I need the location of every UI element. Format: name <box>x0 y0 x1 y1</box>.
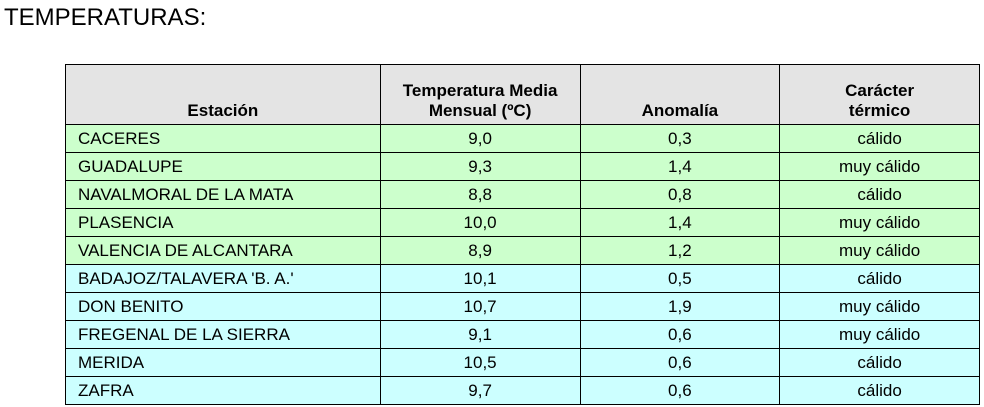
table-cell: 0,3 <box>579 124 781 153</box>
header-text: térmico <box>848 101 911 120</box>
table-cell: PLASENCIA <box>65 208 381 237</box>
table-cell: CACERES <box>65 124 381 153</box>
table-cell: 10,5 <box>379 348 581 377</box>
header-text: Temperatura Media <box>402 81 558 100</box>
header-text: Anomalía <box>641 101 719 120</box>
table-cell: 0,8 <box>579 180 781 209</box>
table-cell: muy cálido <box>779 292 980 321</box>
header-row: Estación Temperatura Media Mensual (ºC) Ano… <box>65 64 980 125</box>
table-cell: 8,8 <box>379 180 581 209</box>
table-row: MERIDA 10,5 0,6 cálido <box>65 348 980 377</box>
table-cell: muy cálido <box>779 152 980 181</box>
header-cell: Temperatura Media Mensual (ºC) <box>379 64 581 125</box>
table-row: VALENCIA DE ALCANTARA 8,9 1,2 muy cálido <box>65 236 980 265</box>
table-cell: cálido <box>779 180 980 209</box>
table-cell: muy cálido <box>779 208 980 237</box>
table-cell: 9,1 <box>379 320 581 349</box>
table-row: GUADALUPE 9,3 1,4 muy cálido <box>65 152 980 181</box>
table-cell: 0,5 <box>579 264 781 293</box>
header-cell: Anomalía <box>579 64 781 125</box>
table-cell: muy cálido <box>779 236 980 265</box>
table-cell: 8,9 <box>379 236 581 265</box>
table-cell: VALENCIA DE ALCANTARA <box>65 236 381 265</box>
table-cell: cálido <box>779 124 980 153</box>
table-cell: 1,4 <box>579 152 781 181</box>
table-cell: 10,0 <box>379 208 581 237</box>
table-cell: ZAFRA <box>65 376 381 405</box>
table-cell: 9,3 <box>379 152 581 181</box>
table-cell: 1,4 <box>579 208 781 237</box>
table-row: CACERES 9,0 0,3 cálido <box>65 124 980 153</box>
table-row: DON BENITO 10,7 1,9 muy cálido <box>65 292 980 321</box>
table-cell: DON BENITO <box>65 292 381 321</box>
table-cell: FREGENAL DE LA SIERRA <box>65 320 381 349</box>
header-text: Carácter <box>845 81 915 100</box>
table-cell: 10,1 <box>379 264 581 293</box>
header-text: Mensual (ºC) <box>428 101 532 120</box>
table-cell: BADAJOZ/TALAVERA 'B. A.' <box>65 264 381 293</box>
table-row: NAVALMORAL DE LA MATA 8,8 0,8 cálido <box>65 180 980 209</box>
table-cell: 10,7 <box>379 292 581 321</box>
table: Estación Temperatura Media Mensual (ºC) Ano… <box>65 64 980 405</box>
table-row: ZAFRA 9,7 0,6 cálido <box>65 376 980 405</box>
table-cell: 1,2 <box>579 236 781 265</box>
table-cell: MERIDA <box>65 348 381 377</box>
table-cell: GUADALUPE <box>65 152 381 181</box>
title: TEMPERATURAS: <box>4 4 207 31</box>
table-cell: 9,0 <box>379 124 581 153</box>
table-cell: 0,6 <box>579 348 781 377</box>
table-cell: cálido <box>779 264 980 293</box>
table-cell: NAVALMORAL DE LA MATA <box>65 180 381 209</box>
table-row: BADAJOZ/TALAVERA 'B. A.' 10,1 0,5 cálido <box>65 264 980 293</box>
table-cell: 0,6 <box>579 376 781 405</box>
table-cell: cálido <box>779 376 980 405</box>
table-cell: 9,7 <box>379 376 581 405</box>
header-cell: Carácter térmico <box>779 64 980 125</box>
table-cell: cálido <box>779 348 980 377</box>
table-cell: 0,6 <box>579 320 781 349</box>
header-text: Estación <box>187 101 259 120</box>
table-row: PLASENCIA 10,0 1,4 muy cálido <box>65 208 980 237</box>
table-cell: 1,9 <box>579 292 781 321</box>
table-row: FREGENAL DE LA SIERRA 9,1 0,6 muy cálido <box>65 320 980 349</box>
header-cell: Estación <box>65 64 381 125</box>
table-body: CACERES 9,0 0,3 cálido GUADALUPE 9,3 1,4 muy cá… <box>65 124 980 405</box>
table-cell: muy cálido <box>779 320 980 349</box>
